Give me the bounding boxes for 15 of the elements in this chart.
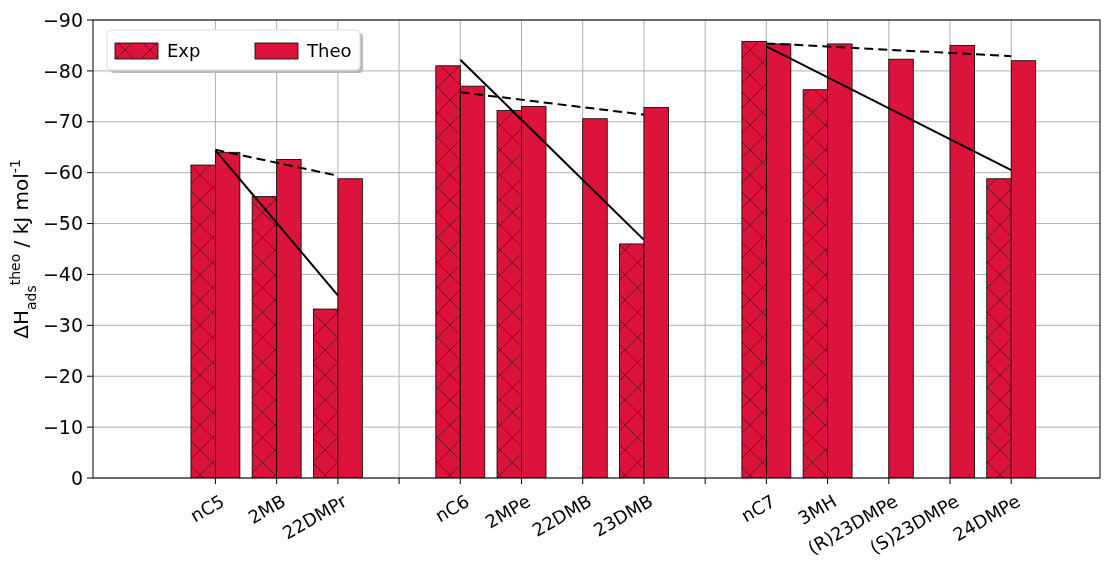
x-tick-label: nC7 [737, 490, 779, 527]
y-tick-label: −60 [42, 161, 83, 184]
y-tick-label: −90 [42, 8, 83, 31]
legend-label: Theo [306, 40, 352, 61]
y-tick-label: −40 [42, 263, 83, 286]
y-tick-label: 0 [70, 466, 83, 489]
y-tick-label: −80 [42, 59, 83, 82]
y-tick-label: −30 [42, 313, 83, 336]
y-tick-label: −20 [42, 364, 83, 387]
y-tick-label: −10 [42, 415, 83, 438]
x-tick-label: nC6 [431, 490, 473, 527]
y-tick-label: −50 [42, 212, 83, 235]
legend-label: Exp [167, 40, 201, 61]
y-tick-label: −70 [42, 110, 83, 133]
x-tick-label: nC5 [186, 490, 228, 527]
